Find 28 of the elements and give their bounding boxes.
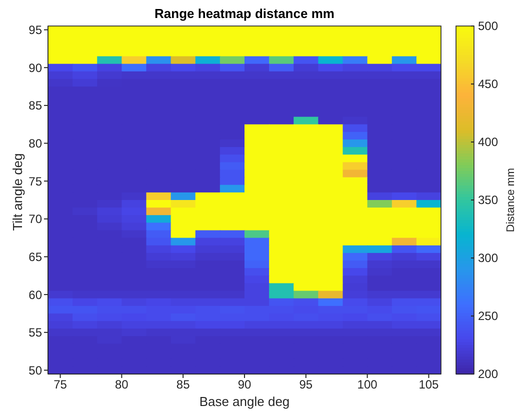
y-tick-label: 80: [28, 136, 42, 151]
y-tick-label: 90: [28, 60, 42, 75]
color-bar-label: 400: [478, 135, 498, 149]
color-bar-label: 200: [478, 367, 498, 381]
x-tick-label: 100: [357, 378, 378, 392]
y-tick-label: 75: [28, 174, 42, 188]
x-tick-label: 80: [115, 378, 129, 392]
y-tick-label: 85: [28, 98, 42, 113]
y-tick-label: 95: [28, 23, 42, 38]
x-tick-label: 90: [238, 378, 252, 392]
color-bar-label: 250: [478, 309, 498, 323]
y-axis-title: Tilt angle deg: [10, 152, 25, 233]
y-tick-label: 50: [28, 363, 42, 378]
y-tick-label: 55: [28, 326, 42, 340]
color-bar-label: 450: [478, 77, 498, 91]
x-axis-title: Base angle deg: [198, 394, 291, 409]
y-tick-label: 60: [28, 288, 42, 302]
color-bar-label: 300: [478, 251, 498, 265]
y-tick-label: 65: [28, 250, 42, 264]
color-bar-label: 500: [478, 19, 498, 33]
chart-title: Range heatmap distance mm: [154, 6, 336, 21]
x-tick-label: 85: [176, 378, 190, 392]
x-tick-label: 105: [418, 378, 440, 392]
x-tick-label: 95: [299, 378, 313, 392]
y-tick-label: 70: [28, 212, 42, 226]
x-tick-label: 75: [54, 378, 68, 392]
color-bar-label: 350: [478, 193, 498, 207]
color-bar-title: Distance mm: [505, 168, 517, 232]
